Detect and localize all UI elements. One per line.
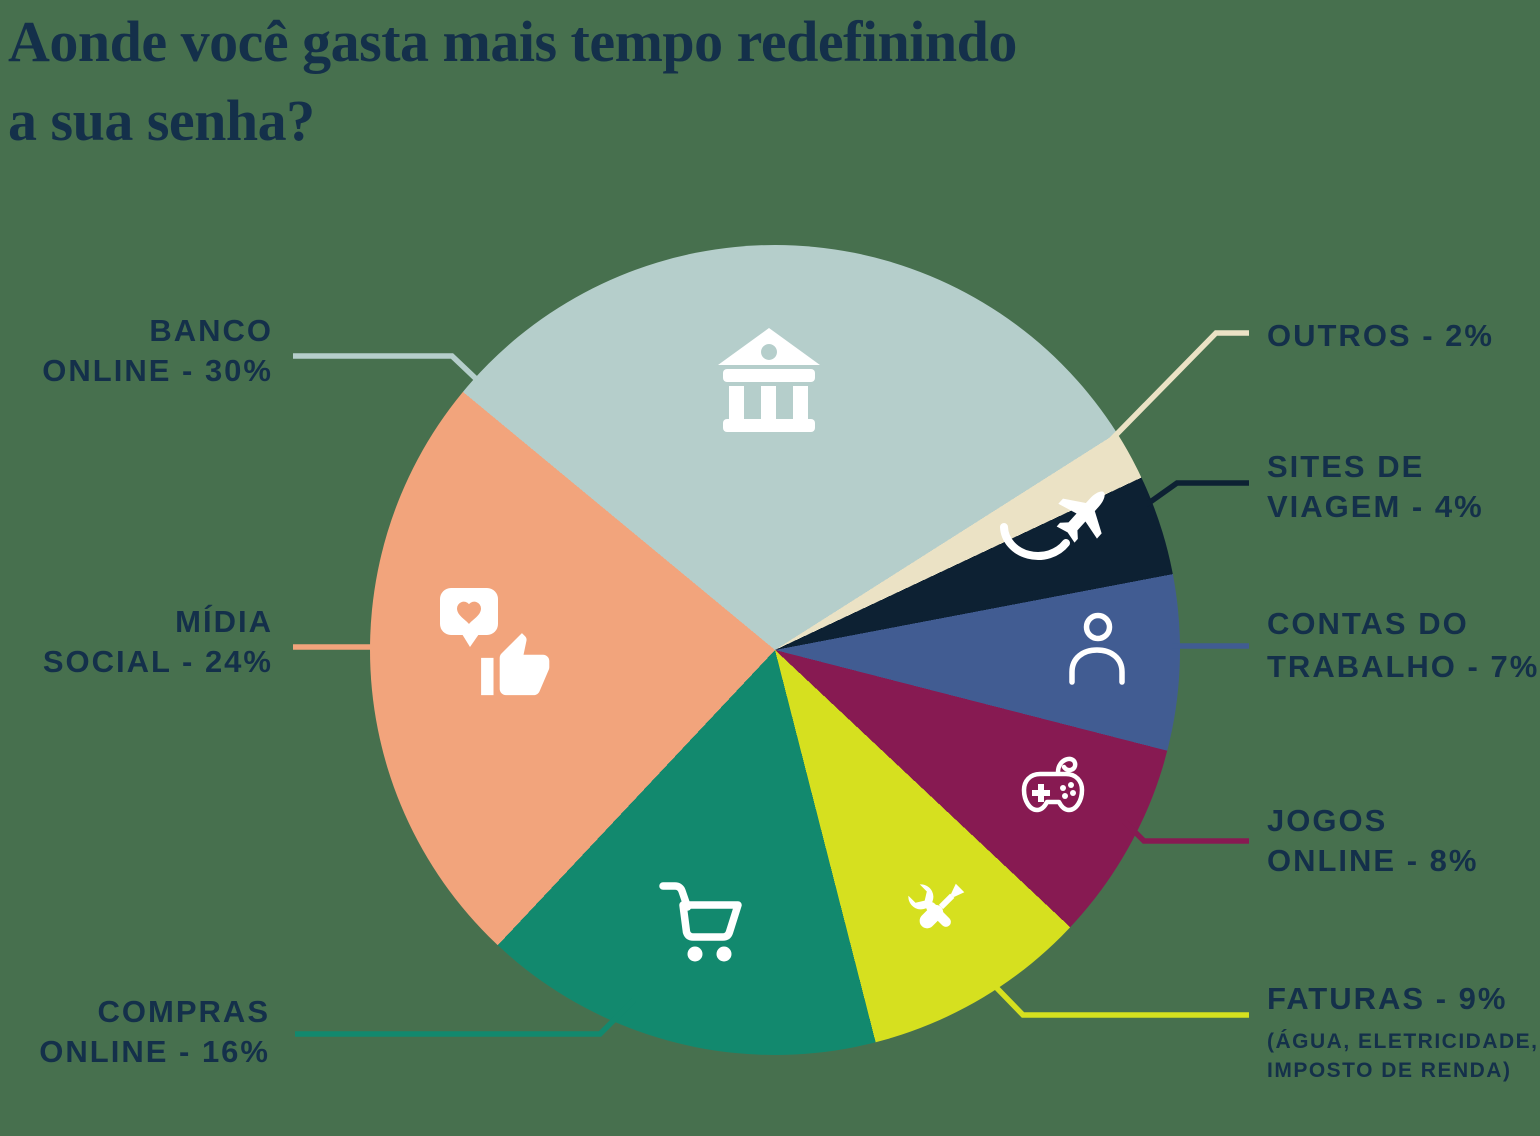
label-line: COMPRAS <box>97 994 270 1029</box>
label-line: SOCIAL - 24% <box>42 644 273 679</box>
label-line: OUTROS - 2% <box>1267 318 1494 353</box>
label-outros: OUTROS - 2% <box>1267 316 1494 356</box>
label-subline: IMPOSTO DE RENDA) <box>1267 1059 1512 1082</box>
label-subline: (ÁGUA, ELETRICIDADE, <box>1267 1030 1539 1053</box>
label-midia-social: MÍDIA SOCIAL - 24% <box>0 602 273 682</box>
label-sublines: (ÁGUA, ELETRICIDADE, IMPOSTO DE RENDA) <box>1267 1027 1539 1085</box>
title-line-1: Aonde você gasta mais tempo redefinindo <box>8 9 1017 74</box>
label-line: TRABALHO - 7% <box>1267 649 1540 684</box>
label-banco-online: BANCO ONLINE - 30% <box>0 311 273 391</box>
leader-outros <box>1108 330 1249 443</box>
leader-faturas <box>987 978 1249 1018</box>
title-line-2: a sua senha? <box>8 88 315 153</box>
label-line: ONLINE - 30% <box>42 353 273 388</box>
leader-banco <box>293 353 494 396</box>
label-contas-trabalho: CONTAS DO TRABALHO - 7% <box>1267 602 1539 688</box>
label-line: FATURAS - 9% <box>1267 981 1508 1016</box>
label-faturas: FATURAS - 9% (ÁGUA, ELETRICIDADE, IMPOST… <box>1267 979 1539 1085</box>
label-line: JOGOS <box>1267 803 1388 838</box>
label-line: VIAGEM - 4% <box>1267 489 1484 524</box>
label-compras-online: COMPRAS ONLINE - 16% <box>0 992 270 1072</box>
leader-jogos <box>1122 819 1249 844</box>
label-line: SITES DE <box>1267 449 1425 484</box>
leader-sites <box>1144 480 1249 508</box>
label-line: MÍDIA <box>175 604 273 639</box>
label-line: ONLINE - 16% <box>39 1034 270 1069</box>
label-jogos-online: JOGOS ONLINE - 8% <box>1267 801 1478 881</box>
label-line: BANCO <box>149 313 273 348</box>
label-sites-viagem: SITES DE VIAGEM - 4% <box>1267 447 1484 527</box>
page-title: Aonde você gasta mais tempo redefinindo a… <box>8 2 1017 160</box>
label-line: CONTAS DO <box>1267 606 1469 641</box>
label-line: ONLINE - 8% <box>1267 843 1479 878</box>
pie-chart <box>370 245 1180 1055</box>
